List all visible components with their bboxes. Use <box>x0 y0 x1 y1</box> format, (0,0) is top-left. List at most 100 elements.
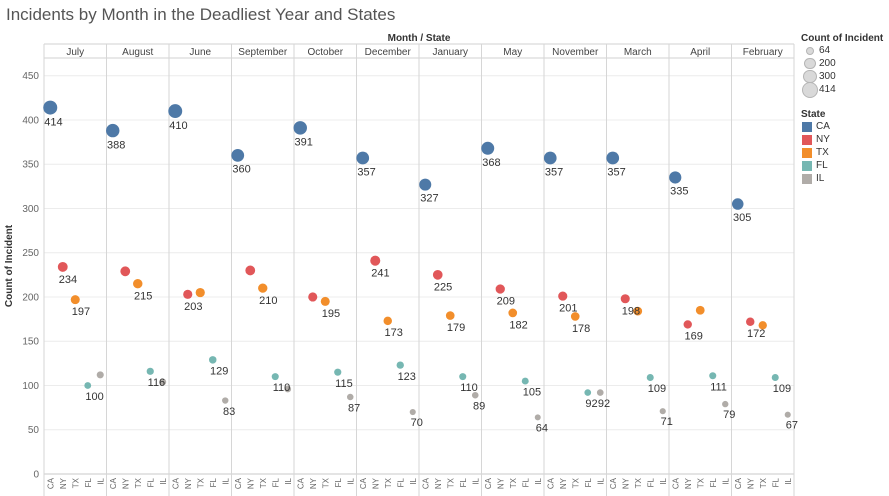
data-point-il[interactable] <box>159 378 167 386</box>
data-label: 79 <box>723 409 735 421</box>
color-legend-item-ca[interactable]: CA <box>801 120 830 133</box>
data-label: 116 <box>148 377 166 389</box>
chart-frame <box>43 43 795 496</box>
data-point-il[interactable] <box>96 371 104 379</box>
color-legend-item-ny[interactable]: NY <box>801 133 830 146</box>
data-point-ca[interactable] <box>606 151 620 165</box>
data-point-ca[interactable] <box>669 171 682 184</box>
size-swatch <box>804 57 816 70</box>
data-point-ca[interactable] <box>731 198 744 210</box>
data-point-ny[interactable] <box>746 317 755 326</box>
color-legend-label: CA <box>816 121 830 132</box>
data-point-fl[interactable] <box>584 389 592 396</box>
data-point-il[interactable] <box>596 389 604 396</box>
data-label: 92 <box>598 398 610 410</box>
x-tick-label: CA <box>359 477 368 489</box>
data-point-tx[interactable] <box>320 296 330 306</box>
month-headers: Month / State July August June September Octo… <box>66 33 782 58</box>
data-point-ca[interactable] <box>106 123 120 138</box>
data-label: 201 <box>559 303 577 315</box>
data-point-fl[interactable] <box>521 377 529 385</box>
x-tick-label: IL <box>534 477 543 484</box>
x-tick-label: TX <box>321 477 330 488</box>
data-point-ca[interactable] <box>293 121 307 135</box>
data-point-il[interactable] <box>784 411 791 418</box>
data-point-il[interactable] <box>659 408 666 415</box>
data-point-il[interactable] <box>534 414 541 421</box>
color-swatch <box>802 147 812 158</box>
data-point-tx[interactable] <box>445 311 455 320</box>
data-point-tx[interactable] <box>508 308 518 318</box>
x-tick-label: TX <box>634 477 643 488</box>
data-point-fl[interactable] <box>209 356 217 364</box>
data-point-fl[interactable] <box>709 372 717 380</box>
data-point-tx[interactable] <box>758 321 767 330</box>
data-point-tx[interactable] <box>258 283 268 293</box>
y-tick-label: 200 <box>22 292 39 303</box>
data-point-fl[interactable] <box>84 382 92 389</box>
month-header: August <box>122 47 153 58</box>
data-point-il[interactable] <box>471 391 479 399</box>
data-point-tx[interactable] <box>695 305 705 315</box>
data-label: 209 <box>497 296 515 308</box>
size-legend-label: 200 <box>819 58 836 69</box>
data-point-ca[interactable] <box>543 151 557 165</box>
data-labels: 414 234 197 100 388 215 116 410 203 129 83 360 210 11… <box>44 117 798 435</box>
color-legend-item-fl[interactable]: FL <box>801 159 830 172</box>
size-swatch <box>802 81 818 98</box>
data-point-ny[interactable] <box>432 270 443 280</box>
data-point-ca[interactable] <box>481 141 495 155</box>
x-tick-label: CA <box>296 477 305 489</box>
data-point-ca[interactable] <box>43 100 58 115</box>
color-legend-item-tx[interactable]: TX <box>801 146 830 159</box>
x-tick-label: TX <box>696 477 705 488</box>
x-tick-label: NY <box>684 477 693 489</box>
x-tick-label: CA <box>734 477 743 489</box>
data-point-fl[interactable] <box>146 367 154 375</box>
data-point-fl[interactable] <box>771 374 779 382</box>
size-legend-label: 300 <box>819 71 836 82</box>
data-point-tx[interactable] <box>70 295 80 305</box>
color-swatch <box>802 134 812 145</box>
data-point-tx[interactable] <box>133 278 143 289</box>
data-point-ny[interactable] <box>620 294 630 304</box>
data-point-ca[interactable] <box>168 104 183 119</box>
size-legend-item: 64 <box>801 44 883 57</box>
data-label: 305 <box>733 212 751 224</box>
data-point-fl[interactable] <box>334 368 342 376</box>
data-point-ca[interactable] <box>231 148 245 162</box>
x-tick-label: IL <box>159 477 168 484</box>
data-point-tx[interactable] <box>570 312 580 321</box>
data-point-ny[interactable] <box>308 292 318 302</box>
data-point-ny[interactable] <box>495 284 505 294</box>
data-point-tx[interactable] <box>383 316 392 326</box>
x-tick-label: NY <box>371 477 380 489</box>
data-point-ca[interactable] <box>419 178 432 191</box>
data-point-il[interactable] <box>409 408 416 416</box>
data-label: 64 <box>536 422 548 434</box>
x-tick-label: CA <box>109 477 118 489</box>
data-point-ny[interactable] <box>120 266 131 277</box>
x-tick-label: IL <box>659 477 668 484</box>
data-point-ny[interactable] <box>245 265 256 276</box>
data-label: 100 <box>85 391 103 403</box>
data-point-tx[interactable] <box>195 287 205 298</box>
data-point-fl[interactable] <box>646 374 654 382</box>
data-point-ny[interactable] <box>558 291 568 301</box>
data-point-il[interactable] <box>222 397 229 404</box>
x-tick-label: NY <box>746 477 755 489</box>
data-point-ny[interactable] <box>183 289 193 299</box>
data-point-il[interactable] <box>722 400 729 408</box>
data-point-fl[interactable] <box>271 373 279 381</box>
data-point-fl[interactable] <box>396 361 404 369</box>
data-point-ca[interactable] <box>356 151 370 165</box>
data-label: 111 <box>710 381 727 393</box>
data-point-ny[interactable] <box>683 320 692 329</box>
data-point-fl[interactable] <box>459 373 467 381</box>
data-point-ny[interactable] <box>370 255 381 266</box>
data-point-il[interactable] <box>284 385 292 393</box>
data-point-il[interactable] <box>346 393 354 401</box>
color-legend-item-il[interactable]: IL <box>801 172 830 185</box>
data-point-ny[interactable] <box>57 261 68 272</box>
data-point-tx[interactable] <box>633 306 643 316</box>
